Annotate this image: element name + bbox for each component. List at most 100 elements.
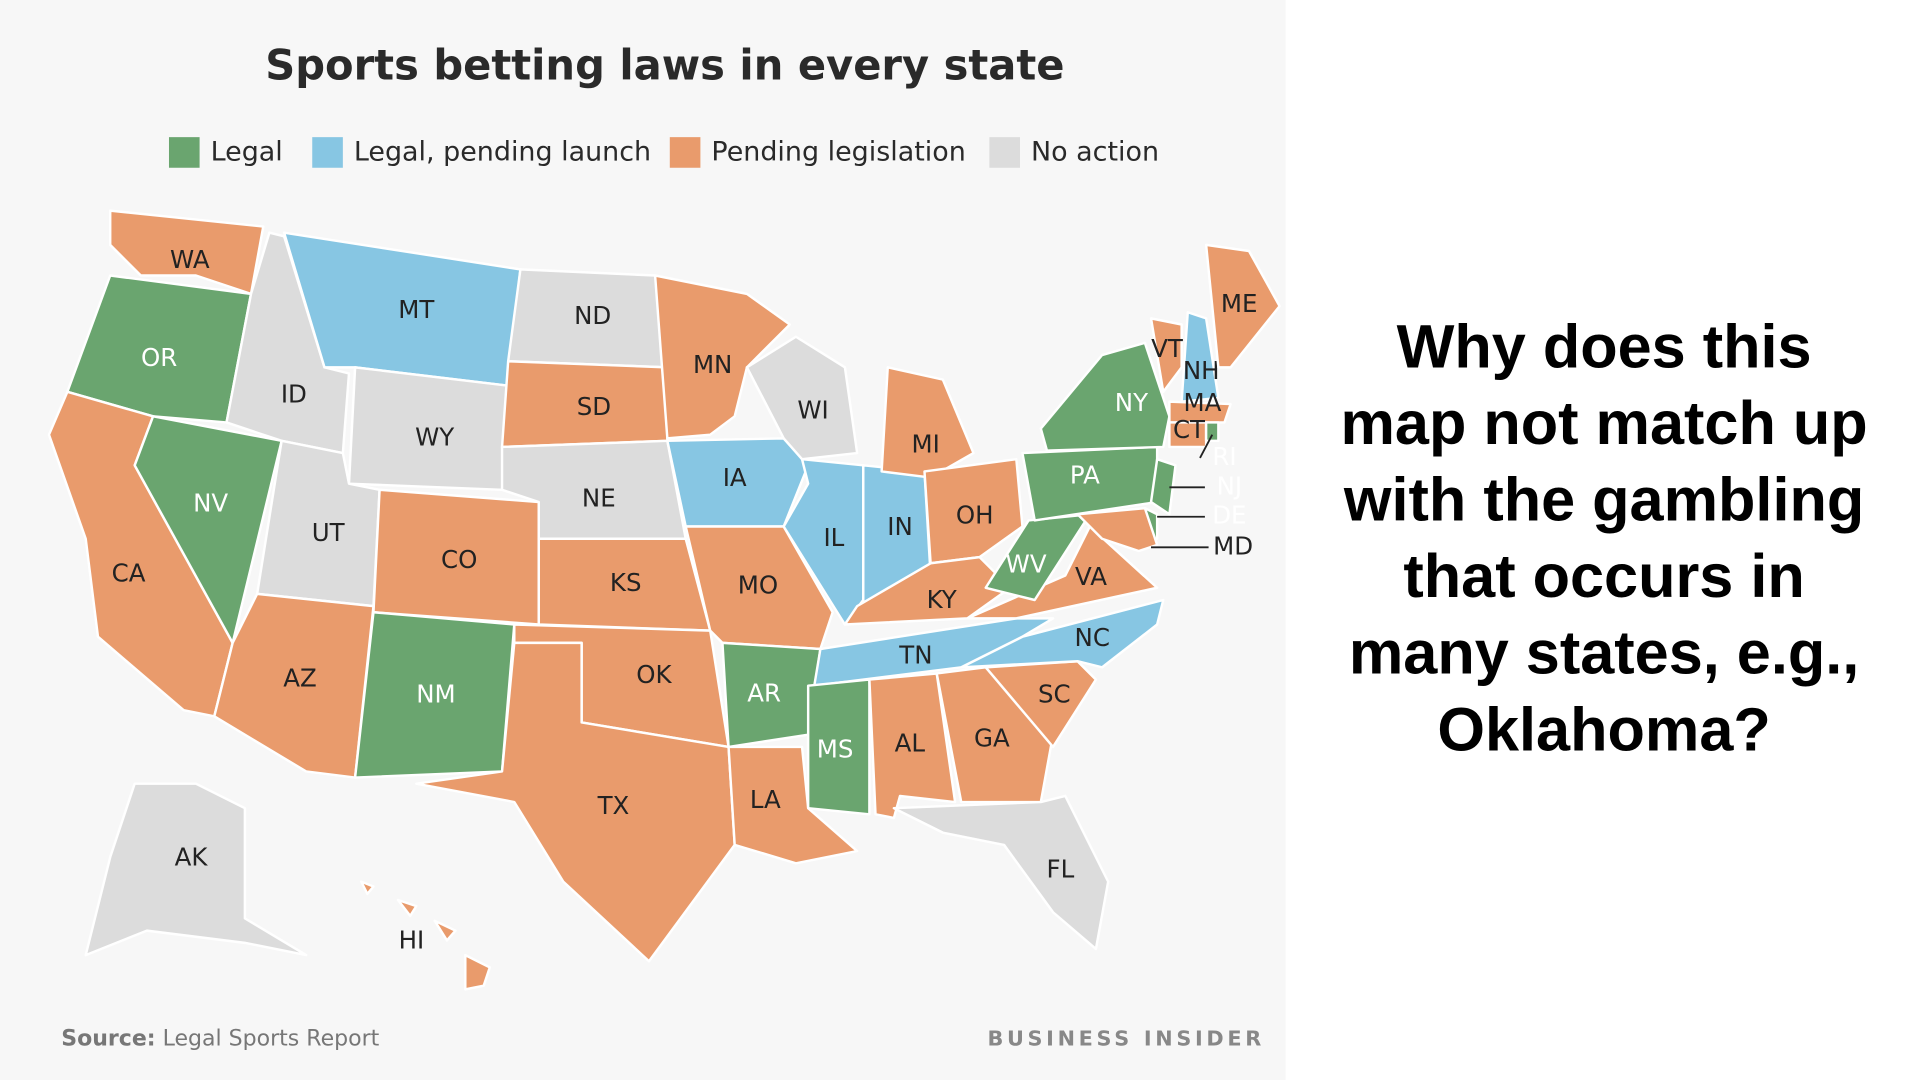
state-shape [1149, 317, 1183, 394]
state-label: OR [141, 343, 177, 372]
state-label: IN [887, 512, 913, 541]
state-shape [1076, 506, 1159, 553]
source: Source: Legal Sports Report [61, 1027, 379, 1052]
question-line: with the gambling [1343, 466, 1864, 534]
state-label: AR [747, 678, 781, 707]
state-label: WA [170, 245, 210, 274]
state-label: CA [112, 558, 146, 587]
state-shape [433, 919, 457, 942]
states: WA OR CA NV ID MT WY UT AZ CO NM ND SD NE KS OK TX MN IA MO… [47, 209, 1281, 991]
state-label: GA [974, 724, 1010, 753]
callout-line [1199, 434, 1214, 459]
question-line: that occurs in [1403, 542, 1804, 610]
legend-label: No action [1031, 137, 1159, 168]
state-label: OH [956, 501, 994, 530]
state-label: CT [1173, 415, 1206, 444]
state-label: AZ [283, 664, 317, 693]
state-label: KY [927, 585, 957, 614]
state-label: RI [1212, 442, 1236, 471]
state-label: WI [797, 395, 828, 424]
state-label: HI [399, 926, 425, 955]
state-label: TX [597, 791, 630, 820]
state-label: NH [1183, 356, 1220, 385]
state-shape [1204, 243, 1281, 369]
state-shape [1168, 400, 1232, 424]
state-shape [727, 745, 859, 865]
state-shape [653, 274, 792, 440]
state-label: ME [1221, 289, 1258, 318]
legend-swatch [168, 137, 200, 168]
question-line: Oklahoma? [1437, 695, 1770, 763]
state-label: VT [1151, 334, 1184, 363]
state-label: WV [1006, 550, 1047, 579]
state-label: MT [398, 295, 435, 324]
state-label: NY [1115, 388, 1148, 417]
legend-label: Legal, pending launch [354, 137, 651, 168]
question-line: map not match up [1340, 389, 1867, 457]
state-shape [935, 666, 1055, 804]
state-label: MO [738, 571, 778, 600]
state-label: MN [693, 350, 732, 379]
state-shape [960, 598, 1165, 669]
state-label: SD [577, 392, 611, 421]
state-label: MI [912, 430, 940, 459]
legend-label: Pending legislation [711, 137, 965, 168]
source-label: Source: [61, 1027, 155, 1052]
state-shape [1204, 421, 1220, 443]
state-label: LA [750, 785, 781, 814]
brand: BUSINESS INSIDER [987, 1027, 1264, 1051]
state-label: AL [895, 728, 926, 757]
legend-label: Legal [211, 137, 283, 168]
title: Sports betting laws in every state [265, 41, 1064, 90]
state-shape [880, 366, 975, 479]
state-shape [923, 457, 1024, 565]
state-shape [966, 525, 1159, 620]
state-shape [225, 231, 351, 455]
legend-swatch [312, 137, 343, 168]
state-label: CO [441, 545, 477, 574]
state-label: VA [1075, 562, 1107, 591]
legend-swatch [669, 137, 701, 168]
state-label: NV [193, 488, 228, 517]
state-shape [415, 641, 736, 963]
state-label: SC [1038, 680, 1071, 709]
state-label: ID [281, 380, 307, 409]
state-label: NM [416, 680, 455, 709]
question-panel [1285, 0, 1920, 1080]
state-shape [806, 678, 871, 816]
state-label: MD [1213, 531, 1253, 560]
state-label: OK [636, 660, 672, 689]
question-text: Why does this map not match up with the ga… [1340, 313, 1867, 764]
state-shape [396, 898, 418, 918]
state-label: WY [415, 422, 454, 451]
question-line: Why does this [1397, 313, 1812, 381]
state-label: IA [723, 463, 747, 492]
state-label: AK [175, 842, 209, 871]
source-text: Legal Sports Report [163, 1027, 380, 1052]
question-line: many states, e.g., [1349, 619, 1859, 687]
state-shape [108, 209, 265, 296]
state-label: NJ [1217, 471, 1243, 500]
state-label: IL [823, 523, 844, 552]
state-shape [892, 794, 1110, 951]
state-shape [1180, 311, 1220, 403]
state-label: UT [312, 518, 346, 547]
state-label: FL [1047, 855, 1075, 884]
state-shape [84, 782, 308, 957]
state-shape [464, 953, 492, 991]
state-label: NE [582, 484, 616, 513]
state-shape [666, 437, 810, 528]
legend: Legal Legal, pending launch Pending legisl… [168, 137, 1159, 168]
state-label: ND [574, 301, 611, 330]
state-shape [66, 274, 253, 424]
state-label: KS [610, 568, 642, 597]
state-shape [745, 335, 859, 461]
state-shape [1149, 457, 1177, 516]
state-label: PA [1070, 460, 1100, 489]
state-shape [360, 880, 375, 896]
state-label: TN [898, 640, 932, 669]
state-label: DE [1212, 501, 1246, 530]
state-label: NC [1075, 623, 1110, 652]
